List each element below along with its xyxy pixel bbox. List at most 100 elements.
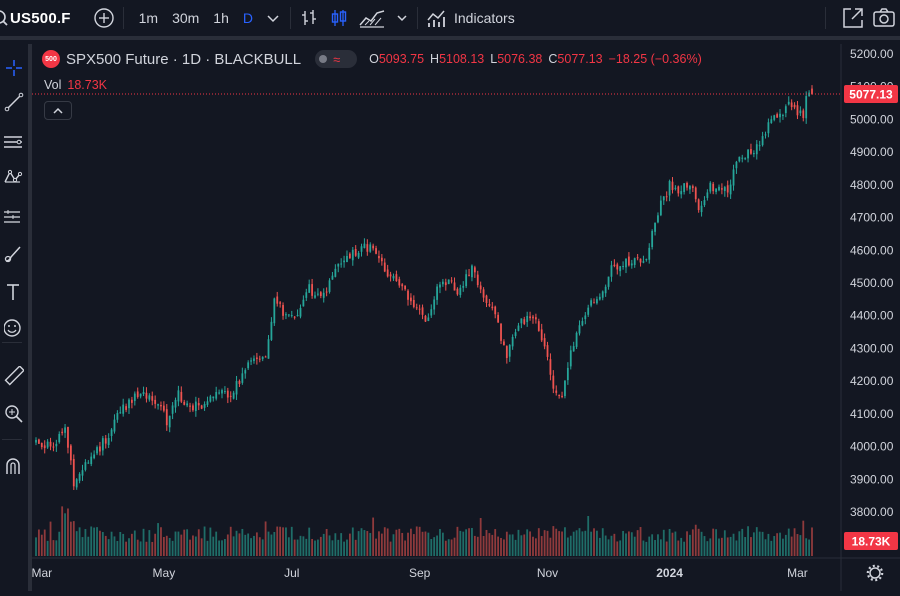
x-tick-label: Mar: [32, 566, 52, 580]
trendline-tool[interactable]: [0, 88, 28, 116]
volume-bar: [494, 529, 497, 556]
chevron-down-icon[interactable]: [395, 10, 409, 26]
volume-bar: [619, 540, 622, 556]
candle-body: [264, 356, 267, 358]
candle-body: [314, 295, 316, 298]
candle-body: [395, 274, 398, 282]
volume-bar: [604, 535, 607, 556]
volume-bar: [93, 527, 96, 556]
volume-bar: [500, 537, 502, 556]
candle-body: [43, 445, 46, 449]
candle-body: [712, 183, 715, 192]
compare-button[interactable]: [93, 1, 115, 35]
visibility-toggle[interactable]: ≈: [315, 50, 358, 68]
candle-body: [136, 391, 139, 397]
candle-body: [709, 182, 712, 192]
symbol-search[interactable]: US500.F: [0, 1, 71, 35]
candle-body: [543, 338, 546, 347]
candle-body: [421, 307, 424, 315]
collapse-legend-button[interactable]: [44, 101, 72, 120]
candle-body: [793, 104, 796, 108]
fullscreen-button[interactable]: [842, 1, 864, 35]
volume-bar: [75, 531, 78, 556]
candle-body: [99, 446, 101, 452]
volume-bar: [407, 532, 409, 556]
candle-body: [93, 454, 96, 459]
volume-legend: Vol 18.73K: [44, 78, 107, 92]
candle-body: [430, 309, 433, 316]
volume-bar: [215, 531, 218, 556]
candle-body: [410, 297, 412, 302]
price-chart[interactable]: 3700.003800.003900.004000.004100.004200.…: [31, 44, 900, 591]
snapshot-button[interactable]: [872, 1, 896, 35]
chart-area[interactable]: 3700.003800.003900.004000.004100.004200.…: [31, 44, 900, 591]
bar-chart-icon[interactable]: [299, 8, 319, 28]
y-tick-label: 4300.00: [850, 341, 894, 355]
candle-body: [224, 391, 226, 393]
indicators-button[interactable]: Indicators: [426, 1, 515, 35]
volume-bar: [665, 541, 668, 556]
candle-body: [505, 346, 508, 359]
candle-body: [142, 392, 145, 395]
candle-body: [718, 186, 720, 191]
volume-bar: [540, 536, 543, 556]
candle-body: [232, 392, 235, 399]
volume-bar: [389, 541, 392, 556]
candle-body: [439, 284, 441, 288]
zoom-tool[interactable]: [0, 400, 28, 428]
candle-body: [680, 191, 683, 195]
brush-tool[interactable]: [0, 240, 28, 268]
volume-bar: [659, 539, 662, 556]
volume-bar: [508, 534, 511, 556]
text-tool[interactable]: [0, 278, 28, 306]
candle-body: [633, 258, 636, 265]
volume-bar: [78, 527, 81, 556]
candle-body: [436, 286, 438, 300]
low-label: L: [490, 52, 498, 66]
volume-bar: [758, 531, 761, 556]
volume-bar: [607, 539, 610, 556]
candle-body: [750, 149, 752, 154]
volume-bar: [180, 534, 183, 556]
volume-bar: [375, 538, 377, 556]
volume-bar: [378, 531, 380, 556]
candles-icon[interactable]: [329, 8, 349, 28]
interval-30m[interactable]: 30m: [172, 10, 200, 26]
volume-bar: [128, 538, 130, 556]
volume-bar: [532, 536, 534, 556]
candle-body: [113, 419, 116, 432]
candle-body: [622, 266, 624, 268]
interval-d[interactable]: D: [242, 10, 253, 26]
volume-bar: [421, 531, 424, 556]
interval-1h[interactable]: 1h: [213, 10, 229, 26]
dot-icon: [319, 55, 328, 63]
candle-body: [665, 196, 668, 198]
candle-body: [247, 362, 250, 369]
crosshair-tool[interactable]: [0, 54, 28, 82]
symbol-name[interactable]: US500.F: [10, 9, 71, 27]
candle-body: [197, 403, 200, 406]
interval-1m[interactable]: 1m: [138, 10, 159, 26]
gear-icon[interactable]: [866, 564, 884, 582]
measure-tool[interactable]: [0, 362, 28, 390]
chart-title[interactable]: SPX500 Future · 1D · BLACKBULL: [66, 50, 302, 68]
chevron-down-icon[interactable]: [264, 10, 282, 26]
candle-body: [636, 257, 639, 259]
volume-bar: [38, 529, 40, 556]
area-chart-icon[interactable]: [359, 8, 385, 28]
volume-bar: [235, 530, 238, 556]
magnet-tool[interactable]: [0, 452, 28, 480]
pattern-tool[interactable]: [0, 164, 28, 192]
candle-body: [738, 156, 741, 162]
volume-bar: [488, 533, 491, 556]
volume-bar: [302, 536, 305, 556]
volume-bar: [630, 532, 633, 556]
candle-body: [110, 429, 113, 436]
emoji-tool[interactable]: [0, 314, 28, 342]
fib-tool[interactable]: [0, 128, 28, 156]
forecast-tool[interactable]: [0, 202, 28, 230]
candle-body: [404, 285, 407, 290]
candle-body: [87, 462, 90, 464]
volume-bar: [238, 533, 241, 556]
candle-body: [192, 405, 194, 411]
